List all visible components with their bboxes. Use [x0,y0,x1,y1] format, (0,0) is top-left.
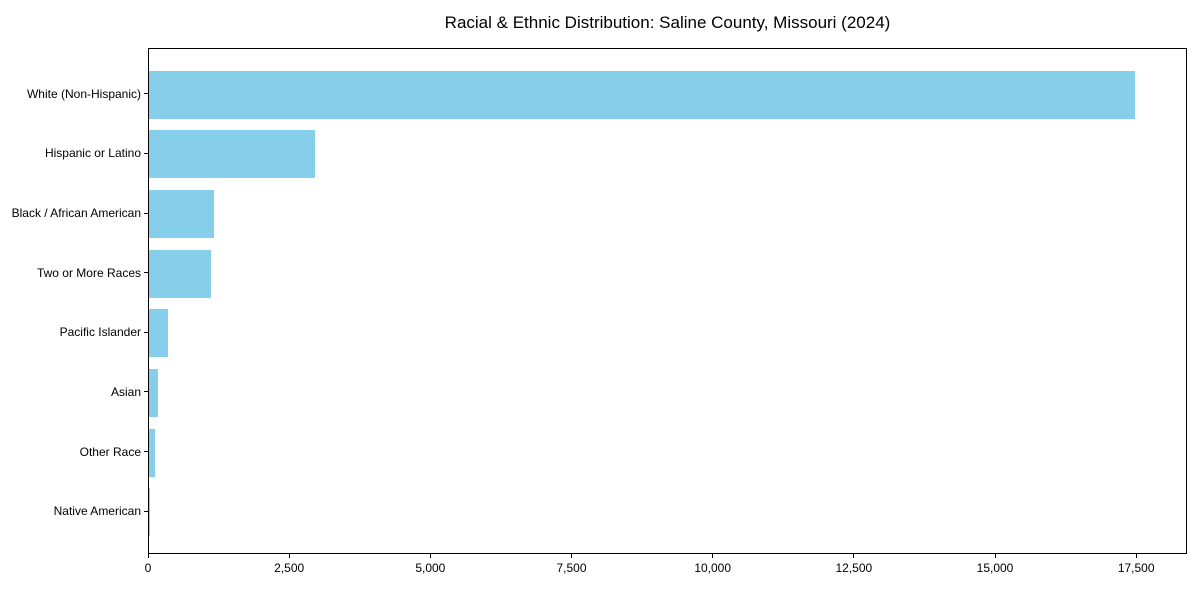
x-tick-label: 12,500 [835,561,873,575]
y-tick-label: Pacific Islander [59,325,141,340]
x-tick-mark [853,554,855,558]
bar [149,70,1136,119]
bar [149,368,159,417]
bar-row [149,482,1186,542]
x-tick-mark [147,554,149,558]
x-tick-mark [571,554,572,558]
bar-row [149,65,1186,125]
y-tick-label: Other Race [79,444,141,459]
x-tick-label: 7,500 [556,561,587,575]
bar [149,428,155,477]
x-tick-mark [288,554,290,558]
x-tick-label: 15,000 [976,561,1014,575]
y-tick-label: Asian [110,384,141,399]
plot-area [148,48,1187,554]
bar [149,130,316,179]
bar [149,249,211,298]
x-tick-label: 2,500 [274,561,305,575]
x-tick-label: 17,500 [1117,561,1155,575]
y-tick-label: Two or More Races [36,265,141,280]
x-tick-mark [429,554,431,558]
bar [149,488,151,537]
bar [149,190,214,239]
bar-row [149,423,1186,483]
bar-row [149,125,1186,185]
y-tick-label: Black / African American [11,206,141,221]
y-tick-label: Hispanic or Latino [44,146,141,161]
y-tick-label: Native American [53,504,141,519]
bar [149,309,168,358]
bar-row [149,304,1186,364]
bar-row [149,244,1186,304]
x-tick-mark [994,554,996,558]
y-tick-label: White (Non-Hispanic) [26,86,141,101]
x-tick-label: 5,000 [415,561,446,575]
chart-title: Racial & Ethnic Distribution: Saline Cou… [444,13,891,32]
x-tick-label: 0 [144,561,152,575]
x-tick-mark [712,554,714,558]
x-tick-label: 10,000 [694,561,732,575]
bar-row [149,363,1186,423]
bar-row [149,184,1186,244]
bars-region [149,65,1186,542]
x-tick-mark [1135,554,1137,558]
